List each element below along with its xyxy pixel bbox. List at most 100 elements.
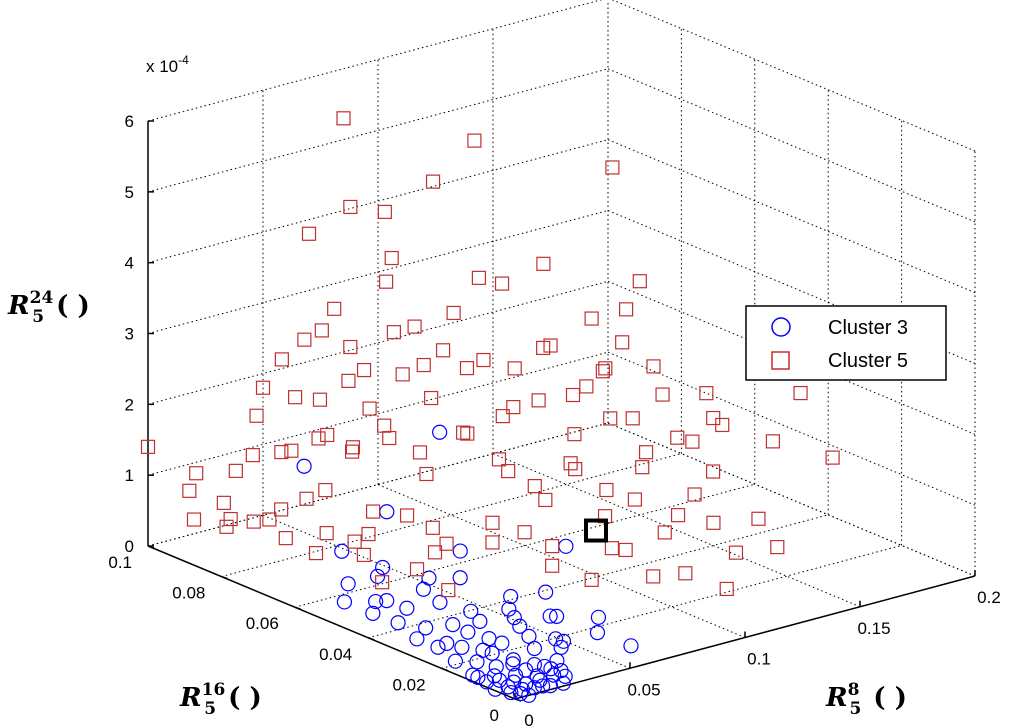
data-point-square bbox=[584, 311, 599, 326]
legend-label-cluster-5: Cluster 5 bbox=[828, 350, 908, 372]
data-point-square bbox=[361, 526, 376, 542]
data-point-square bbox=[517, 525, 532, 540]
data-point-circle bbox=[484, 645, 500, 661]
grid-line bbox=[607, 422, 976, 577]
data-point-square bbox=[536, 256, 551, 271]
data-point-square bbox=[319, 526, 334, 541]
data-point-square bbox=[627, 492, 643, 507]
data-point-circle bbox=[432, 424, 448, 440]
data-point-circle bbox=[375, 559, 391, 576]
data-point-circle bbox=[542, 608, 558, 624]
data-point-square bbox=[699, 386, 714, 401]
data-point-circle bbox=[409, 631, 425, 647]
data-point-square bbox=[439, 536, 454, 551]
data-point-square bbox=[416, 357, 431, 373]
z-exponent-label: x 10-4 bbox=[146, 53, 189, 76]
data-point-circle bbox=[553, 639, 569, 655]
series-cluster-3 bbox=[296, 424, 639, 703]
data-point-square bbox=[255, 380, 271, 395]
data-point-circle bbox=[472, 613, 488, 629]
data-point-square bbox=[274, 502, 289, 517]
data-point-square bbox=[632, 274, 647, 289]
data-point-circle bbox=[521, 628, 537, 644]
data-point-circle bbox=[542, 677, 559, 694]
data-point-square bbox=[216, 495, 231, 510]
data-point-circle bbox=[548, 608, 565, 625]
z-tick-label: 5 bbox=[125, 183, 134, 202]
grid-line bbox=[262, 514, 631, 669]
data-point-square bbox=[435, 343, 451, 358]
data-point-square bbox=[314, 323, 329, 338]
data-point-circle bbox=[518, 676, 534, 692]
data-point-square bbox=[494, 276, 510, 291]
data-point-circle bbox=[390, 615, 406, 631]
data-point-circle bbox=[546, 667, 562, 683]
data-point-square bbox=[506, 400, 521, 415]
data-point-square bbox=[770, 539, 785, 555]
data-point-circle bbox=[507, 667, 524, 683]
data-point-circle bbox=[501, 601, 517, 617]
legend: Cluster 3 Cluster 5 bbox=[745, 305, 947, 381]
y-tick-label: 0 bbox=[490, 706, 499, 725]
data-point-square bbox=[297, 332, 312, 347]
data-point-square bbox=[657, 525, 672, 540]
data-point-square bbox=[182, 483, 197, 498]
z-exponent-power: -4 bbox=[178, 53, 189, 67]
data-point-square bbox=[379, 274, 394, 289]
data-point-square bbox=[635, 460, 650, 475]
data-point-square bbox=[605, 160, 620, 175]
data-point-square bbox=[409, 562, 425, 577]
data-point-square bbox=[366, 504, 381, 519]
data-point-circle bbox=[526, 680, 542, 696]
z-tick-label: 0 bbox=[125, 537, 134, 556]
data-point-circle bbox=[421, 570, 437, 586]
data-point-circle bbox=[555, 633, 572, 649]
data-point-square bbox=[825, 450, 840, 465]
data-point-square bbox=[384, 250, 399, 266]
data-point-square bbox=[467, 133, 482, 148]
data-point-square bbox=[424, 390, 439, 406]
x-tick-label: 0.05 bbox=[627, 680, 660, 699]
data-point-circle bbox=[432, 594, 448, 610]
data-point-square bbox=[568, 462, 583, 477]
data-point-square bbox=[618, 542, 633, 558]
data-point-square bbox=[407, 319, 422, 334]
data-point-square bbox=[320, 427, 335, 443]
data-point-square bbox=[565, 387, 581, 403]
grid-line bbox=[441, 544, 902, 669]
grid-line bbox=[492, 453, 861, 608]
data-point-square bbox=[604, 541, 620, 556]
y-tick-label: 0.1 bbox=[108, 553, 132, 572]
z-axis-label: R24 5( ) bbox=[7, 288, 90, 327]
data-point-square bbox=[563, 456, 578, 471]
y-tick-label: 0.08 bbox=[172, 584, 205, 603]
data-point-square bbox=[262, 512, 277, 527]
data-point-square bbox=[377, 418, 392, 433]
data-point-circle bbox=[543, 661, 559, 677]
legend-label-cluster-3: Cluster 3 bbox=[828, 317, 908, 339]
x-tick-label: 0.1 bbox=[747, 650, 771, 669]
legend-marker-cluster-5 bbox=[771, 351, 790, 370]
data-point-square bbox=[678, 566, 693, 581]
data-point-square bbox=[598, 361, 613, 376]
data-point-circle bbox=[469, 654, 485, 670]
grid-line bbox=[221, 453, 682, 578]
grid-line bbox=[368, 514, 829, 639]
data-point-circle bbox=[296, 458, 312, 474]
data-point-circle bbox=[505, 656, 521, 672]
data-point-square bbox=[356, 362, 372, 378]
y-axis-label: R16 5( ) bbox=[179, 680, 262, 719]
data-point-circle bbox=[369, 568, 386, 584]
data-point-square bbox=[584, 572, 599, 587]
data-point-circle bbox=[418, 620, 434, 636]
data-point-square bbox=[344, 444, 360, 459]
data-point-square bbox=[495, 409, 510, 424]
data-point-square bbox=[427, 545, 443, 560]
data-point-circle bbox=[623, 638, 639, 654]
y-axis-line bbox=[147, 545, 516, 700]
data-point-square bbox=[603, 411, 618, 426]
data-point-circle bbox=[538, 584, 554, 600]
data-point-square bbox=[670, 430, 685, 445]
y-tick-mark bbox=[294, 606, 302, 610]
